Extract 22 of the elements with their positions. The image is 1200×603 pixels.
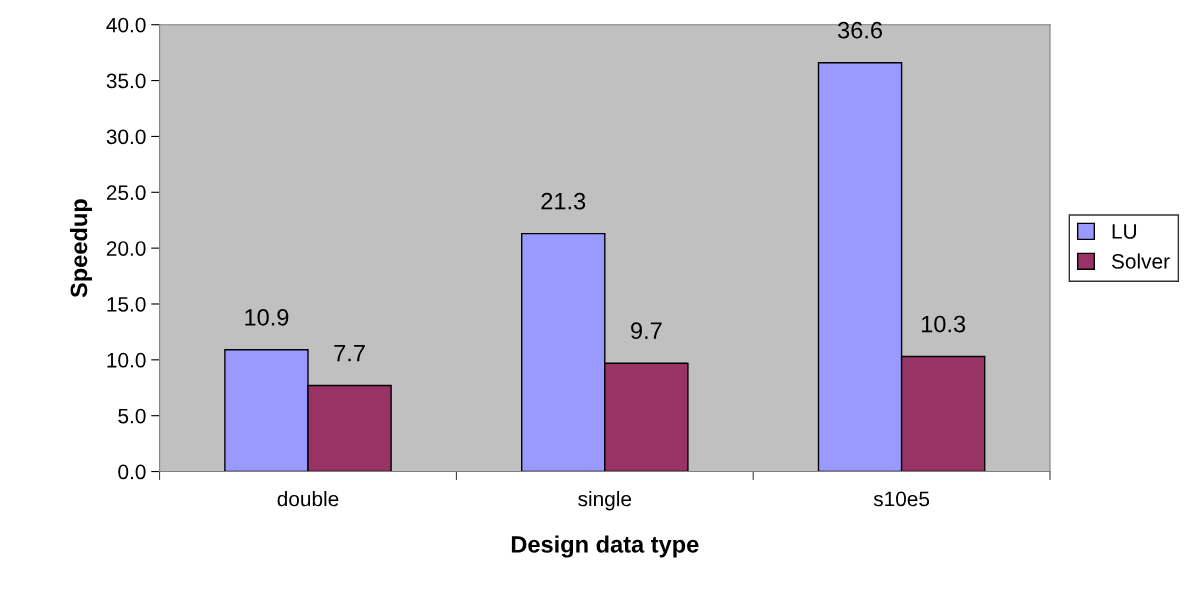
data-label: 10.3 — [921, 315, 966, 333]
y-tick-label: 10.0 — [107, 352, 146, 368]
legend-label: Solver — [1111, 253, 1170, 269]
y-axis-title: Speedup — [69, 199, 92, 298]
y-tick-label: 25.0 — [106, 185, 146, 201]
x-tick-label: double — [277, 490, 339, 507]
data-label: 9.7 — [631, 322, 662, 340]
y-tick-label: 40.0 — [106, 17, 146, 33]
x-tick-label: single — [578, 490, 632, 511]
y-tick-label: 35.0 — [106, 73, 146, 89]
data-label: 10.9 — [245, 308, 289, 326]
y-tick-label: 5.0 — [118, 408, 146, 424]
x-axis-title: Design data type — [511, 535, 699, 558]
y-tick-label: 15.0 — [107, 296, 146, 312]
x-tick-label: s10e5 — [873, 491, 930, 507]
legend-label: LU — [1112, 224, 1137, 239]
data-label: 36.6 — [837, 21, 882, 39]
y-tick-label: 0.0 — [118, 464, 146, 480]
y-tick-label: 20.0 — [106, 241, 146, 256]
y-tick-label: 30.0 — [106, 129, 146, 145]
data-label: 7.7 — [334, 344, 365, 362]
data-label: 21.3 — [541, 192, 586, 210]
